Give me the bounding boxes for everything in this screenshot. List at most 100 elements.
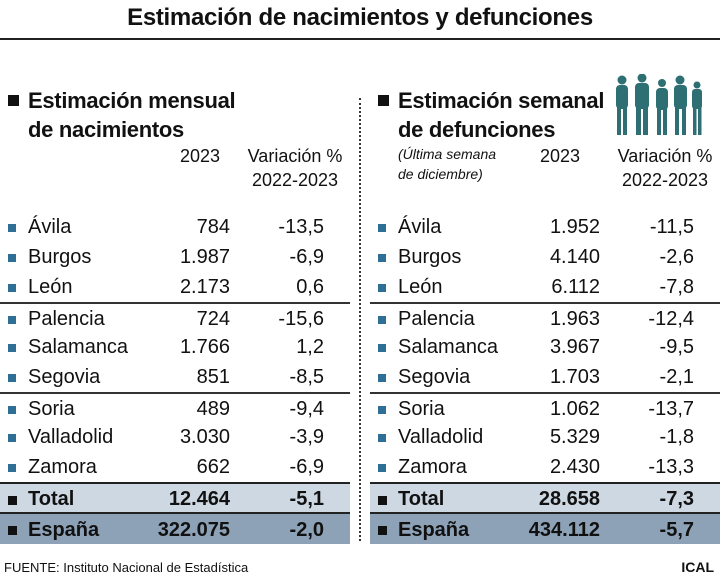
square-bullet-icon <box>378 224 386 232</box>
square-bullet-icon <box>378 434 386 442</box>
square-bullet-icon <box>8 374 16 382</box>
row-value-2023: 28.658 <box>538 488 600 510</box>
square-bullet-icon <box>8 95 19 106</box>
source-note: FUENTE: Instituto Nacional de Estadístic… <box>4 560 249 575</box>
row-name: Valladolid <box>28 426 114 448</box>
births-col-year: 2023 <box>179 146 221 166</box>
brand-logo: ICAL <box>681 559 714 575</box>
row-value-2023: 3.030 <box>179 426 230 448</box>
table-row: Soria 489 -9,4 <box>0 392 350 422</box>
row-variation: -2,6 <box>659 246 694 268</box>
row-value-2023: 4.140 <box>549 246 600 268</box>
row-variation: -9,4 <box>289 398 324 420</box>
table-row: Ávila 784 -13,5 <box>0 212 350 242</box>
table-row: Zamora 2.430 -13,3 <box>370 452 720 482</box>
row-variation: -5,7 <box>659 519 694 541</box>
row-variation: -6,9 <box>289 246 324 268</box>
row-variation: 1,2 <box>296 336 324 358</box>
title-rule <box>0 38 720 40</box>
row-name: León <box>398 276 443 298</box>
row-value-2023: 322.075 <box>157 519 230 541</box>
deaths-rows: Ávila 1.952 -11,5 Burgos 4.140 -2,6 León 6.112 -… <box>370 212 720 544</box>
spain-row: España 434.112 -5,7 <box>370 512 720 544</box>
table-row: Salamanca 1.766 1,2 <box>0 332 350 362</box>
row-variation: -9,5 <box>659 336 694 358</box>
square-bullet-icon <box>378 526 387 535</box>
square-bullet-icon <box>8 434 16 442</box>
row-value-2023: 5.329 <box>549 426 600 448</box>
row-name: León <box>28 276 73 298</box>
row-name: Segovia <box>28 366 101 388</box>
square-bullet-icon <box>378 464 386 472</box>
row-variation: -12,4 <box>648 308 694 330</box>
row-variation: -15,6 <box>278 308 324 330</box>
deaths-title: Estimación semanal de defunciones <box>378 86 604 144</box>
births-title-line1: Estimación mensual <box>28 88 236 113</box>
square-bullet-icon <box>8 344 16 352</box>
total-row: Total 12.464 -5,1 <box>0 482 350 512</box>
row-variation: -2,0 <box>289 519 324 541</box>
row-name: Total <box>28 488 75 510</box>
table-row: Segovia 1.703 -2,1 <box>370 362 720 392</box>
table-row: Segovia 851 -8,5 <box>0 362 350 392</box>
row-value-2023: 1.952 <box>549 216 600 238</box>
square-bullet-icon <box>8 526 17 535</box>
deaths-col-year: 2023 <box>539 146 581 166</box>
row-variation: 0,6 <box>296 276 324 298</box>
square-bullet-icon <box>378 344 386 352</box>
table-row: Salamanca 3.967 -9,5 <box>370 332 720 362</box>
row-name: Soria <box>28 398 75 420</box>
square-bullet-icon <box>8 254 16 262</box>
deaths-col-variation: Variación % 2022-2023 <box>617 146 713 190</box>
row-name: Zamora <box>28 456 97 478</box>
row-value-2023: 662 <box>196 456 230 478</box>
total-row: Total 28.658 -7,3 <box>370 482 720 512</box>
row-value-2023: 12.464 <box>168 488 230 510</box>
row-variation: -8,5 <box>289 366 324 388</box>
table-row: Burgos 1.987 -6,9 <box>0 242 350 272</box>
row-name: Segovia <box>398 366 471 388</box>
square-bullet-icon <box>8 406 16 414</box>
births-title: Estimación mensual de nacimientos <box>8 86 236 144</box>
table-row: Valladolid 5.329 -1,8 <box>370 422 720 452</box>
table-row: Palencia 724 -15,6 <box>0 302 350 332</box>
row-value-2023: 1.963 <box>549 308 600 330</box>
deaths-title-line1: Estimación semanal <box>398 88 605 113</box>
square-bullet-icon <box>8 284 16 292</box>
row-variation: -3,9 <box>289 426 324 448</box>
row-name: Valladolid <box>398 426 484 448</box>
table-row: Soria 1.062 -13,7 <box>370 392 720 422</box>
row-name: Palencia <box>28 308 105 330</box>
row-value-2023: 1.703 <box>549 366 600 388</box>
row-value-2023: 2.430 <box>549 456 600 478</box>
row-value-2023: 6.112 <box>551 276 600 298</box>
row-variation: -11,5 <box>649 216 694 238</box>
table-row: León 6.112 -7,8 <box>370 272 720 302</box>
row-name: Burgos <box>398 246 462 268</box>
births-rows: Ávila 784 -13,5 Burgos 1.987 -6,9 León 2.173 0,6… <box>0 212 350 544</box>
table-row: Ávila 1.952 -11,5 <box>370 212 720 242</box>
row-variation: -13,7 <box>648 398 694 420</box>
square-bullet-icon <box>378 316 386 324</box>
row-name: Zamora <box>398 456 467 478</box>
row-variation: -13,5 <box>278 216 324 238</box>
square-bullet-icon <box>8 464 16 472</box>
row-name: Total <box>398 488 445 510</box>
row-variation: -1,8 <box>659 426 694 448</box>
row-value-2023: 489 <box>196 398 230 420</box>
births-col-variation: Variación % 2022-2023 <box>247 146 343 190</box>
row-name: Ávila <box>28 216 72 238</box>
panel-divider <box>359 98 361 541</box>
main-title: Estimación de nacimientos y defunciones <box>127 4 593 31</box>
square-bullet-icon <box>378 496 387 505</box>
spain-row: España 322.075 -2,0 <box>0 512 350 544</box>
square-bullet-icon <box>8 316 16 324</box>
row-name: Palencia <box>398 308 475 330</box>
row-name: Ávila <box>398 216 442 238</box>
table-row: Palencia 1.963 -12,4 <box>370 302 720 332</box>
row-name: Soria <box>398 398 445 420</box>
row-variation: -13,3 <box>648 456 694 478</box>
row-value-2023: 784 <box>196 216 230 238</box>
square-bullet-icon <box>8 224 16 232</box>
row-value-2023: 851 <box>196 366 230 388</box>
